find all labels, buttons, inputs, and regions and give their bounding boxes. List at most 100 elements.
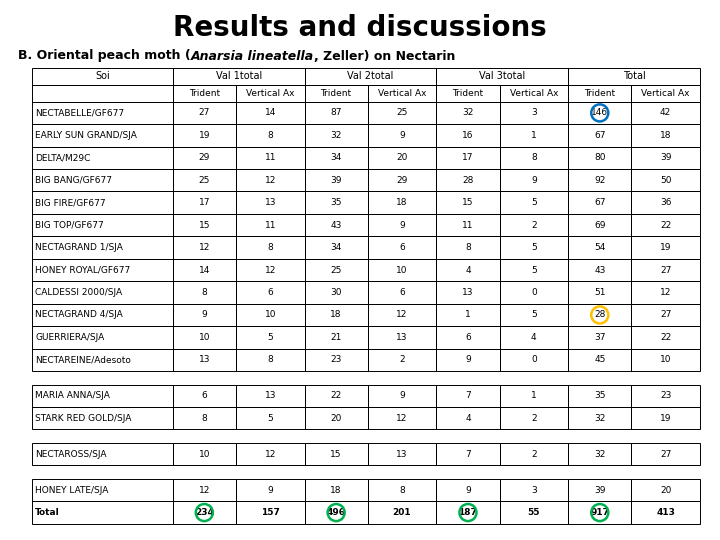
Bar: [173, 479, 236, 501]
Text: 34: 34: [330, 153, 342, 163]
Bar: [500, 349, 568, 371]
Bar: [568, 102, 631, 124]
Text: 32: 32: [594, 414, 606, 423]
Bar: [631, 237, 700, 259]
Text: 18: 18: [330, 485, 342, 495]
Text: 42: 42: [660, 109, 671, 117]
Bar: [32, 214, 173, 237]
Bar: [631, 384, 700, 407]
Bar: [173, 237, 236, 259]
Text: 27: 27: [199, 109, 210, 117]
Text: 157: 157: [261, 508, 279, 517]
Bar: [500, 169, 568, 192]
Text: 43: 43: [594, 266, 606, 274]
Text: 12: 12: [264, 176, 276, 185]
Text: HONEY LATE/SJA: HONEY LATE/SJA: [35, 485, 109, 495]
Text: 4: 4: [465, 414, 471, 423]
Bar: [236, 146, 305, 169]
Text: 0: 0: [531, 288, 536, 297]
Text: Trident: Trident: [584, 89, 616, 98]
Text: 4: 4: [465, 266, 471, 274]
Bar: [236, 407, 305, 429]
Text: 18: 18: [330, 310, 342, 320]
Bar: [500, 443, 568, 465]
Text: 22: 22: [660, 221, 671, 230]
Bar: [568, 384, 631, 407]
Bar: [173, 146, 236, 169]
Bar: [368, 169, 436, 192]
Bar: [368, 214, 436, 237]
Bar: [305, 443, 368, 465]
Bar: [236, 349, 305, 371]
Text: NECTABELLE/GF677: NECTABELLE/GF677: [35, 109, 124, 117]
Text: 20: 20: [330, 414, 342, 423]
Text: 9: 9: [531, 176, 536, 185]
Bar: [631, 192, 700, 214]
Text: 8: 8: [267, 355, 273, 364]
Text: 16: 16: [462, 131, 474, 140]
Bar: [32, 169, 173, 192]
Text: 39: 39: [660, 153, 672, 163]
Bar: [305, 326, 368, 349]
Bar: [236, 384, 305, 407]
Bar: [436, 443, 500, 465]
Text: 55: 55: [528, 508, 540, 517]
Bar: [236, 124, 305, 146]
Bar: [173, 68, 305, 85]
Bar: [631, 124, 700, 146]
Bar: [631, 479, 700, 501]
Text: 12: 12: [264, 266, 276, 274]
Bar: [173, 169, 236, 192]
Text: 187: 187: [459, 508, 477, 517]
Text: 27: 27: [660, 266, 671, 274]
Bar: [568, 237, 631, 259]
Bar: [32, 68, 173, 85]
Bar: [568, 443, 631, 465]
Text: Results and discussions: Results and discussions: [173, 14, 547, 42]
Text: 45: 45: [594, 355, 606, 364]
Bar: [305, 303, 368, 326]
Text: 20: 20: [396, 153, 408, 163]
Bar: [236, 443, 305, 465]
Text: 15: 15: [199, 221, 210, 230]
Bar: [631, 146, 700, 169]
Bar: [568, 192, 631, 214]
Text: 25: 25: [396, 109, 408, 117]
Text: 19: 19: [660, 243, 672, 252]
Text: 8: 8: [202, 414, 207, 423]
Bar: [305, 407, 368, 429]
Bar: [500, 479, 568, 501]
Bar: [436, 281, 500, 303]
Bar: [568, 169, 631, 192]
Text: BIG BANG/GF677: BIG BANG/GF677: [35, 176, 112, 185]
Text: 8: 8: [531, 153, 536, 163]
Bar: [568, 479, 631, 501]
Text: 67: 67: [594, 131, 606, 140]
Bar: [500, 192, 568, 214]
Text: 5: 5: [267, 414, 273, 423]
Bar: [305, 146, 368, 169]
Bar: [32, 479, 173, 501]
Text: 13: 13: [264, 392, 276, 400]
Bar: [173, 85, 236, 102]
Bar: [368, 146, 436, 169]
Text: 3: 3: [531, 109, 536, 117]
Bar: [500, 259, 568, 281]
Bar: [568, 85, 631, 102]
Text: 18: 18: [660, 131, 672, 140]
Bar: [368, 303, 436, 326]
Text: 12: 12: [199, 485, 210, 495]
Bar: [32, 281, 173, 303]
Bar: [368, 237, 436, 259]
Text: 32: 32: [330, 131, 342, 140]
Bar: [436, 259, 500, 281]
Text: 35: 35: [594, 392, 606, 400]
Bar: [436, 102, 500, 124]
Bar: [368, 443, 436, 465]
Bar: [631, 303, 700, 326]
Bar: [236, 479, 305, 501]
Bar: [631, 102, 700, 124]
Text: DELTA/M29C: DELTA/M29C: [35, 153, 91, 163]
Bar: [436, 146, 500, 169]
Text: 1: 1: [531, 392, 536, 400]
